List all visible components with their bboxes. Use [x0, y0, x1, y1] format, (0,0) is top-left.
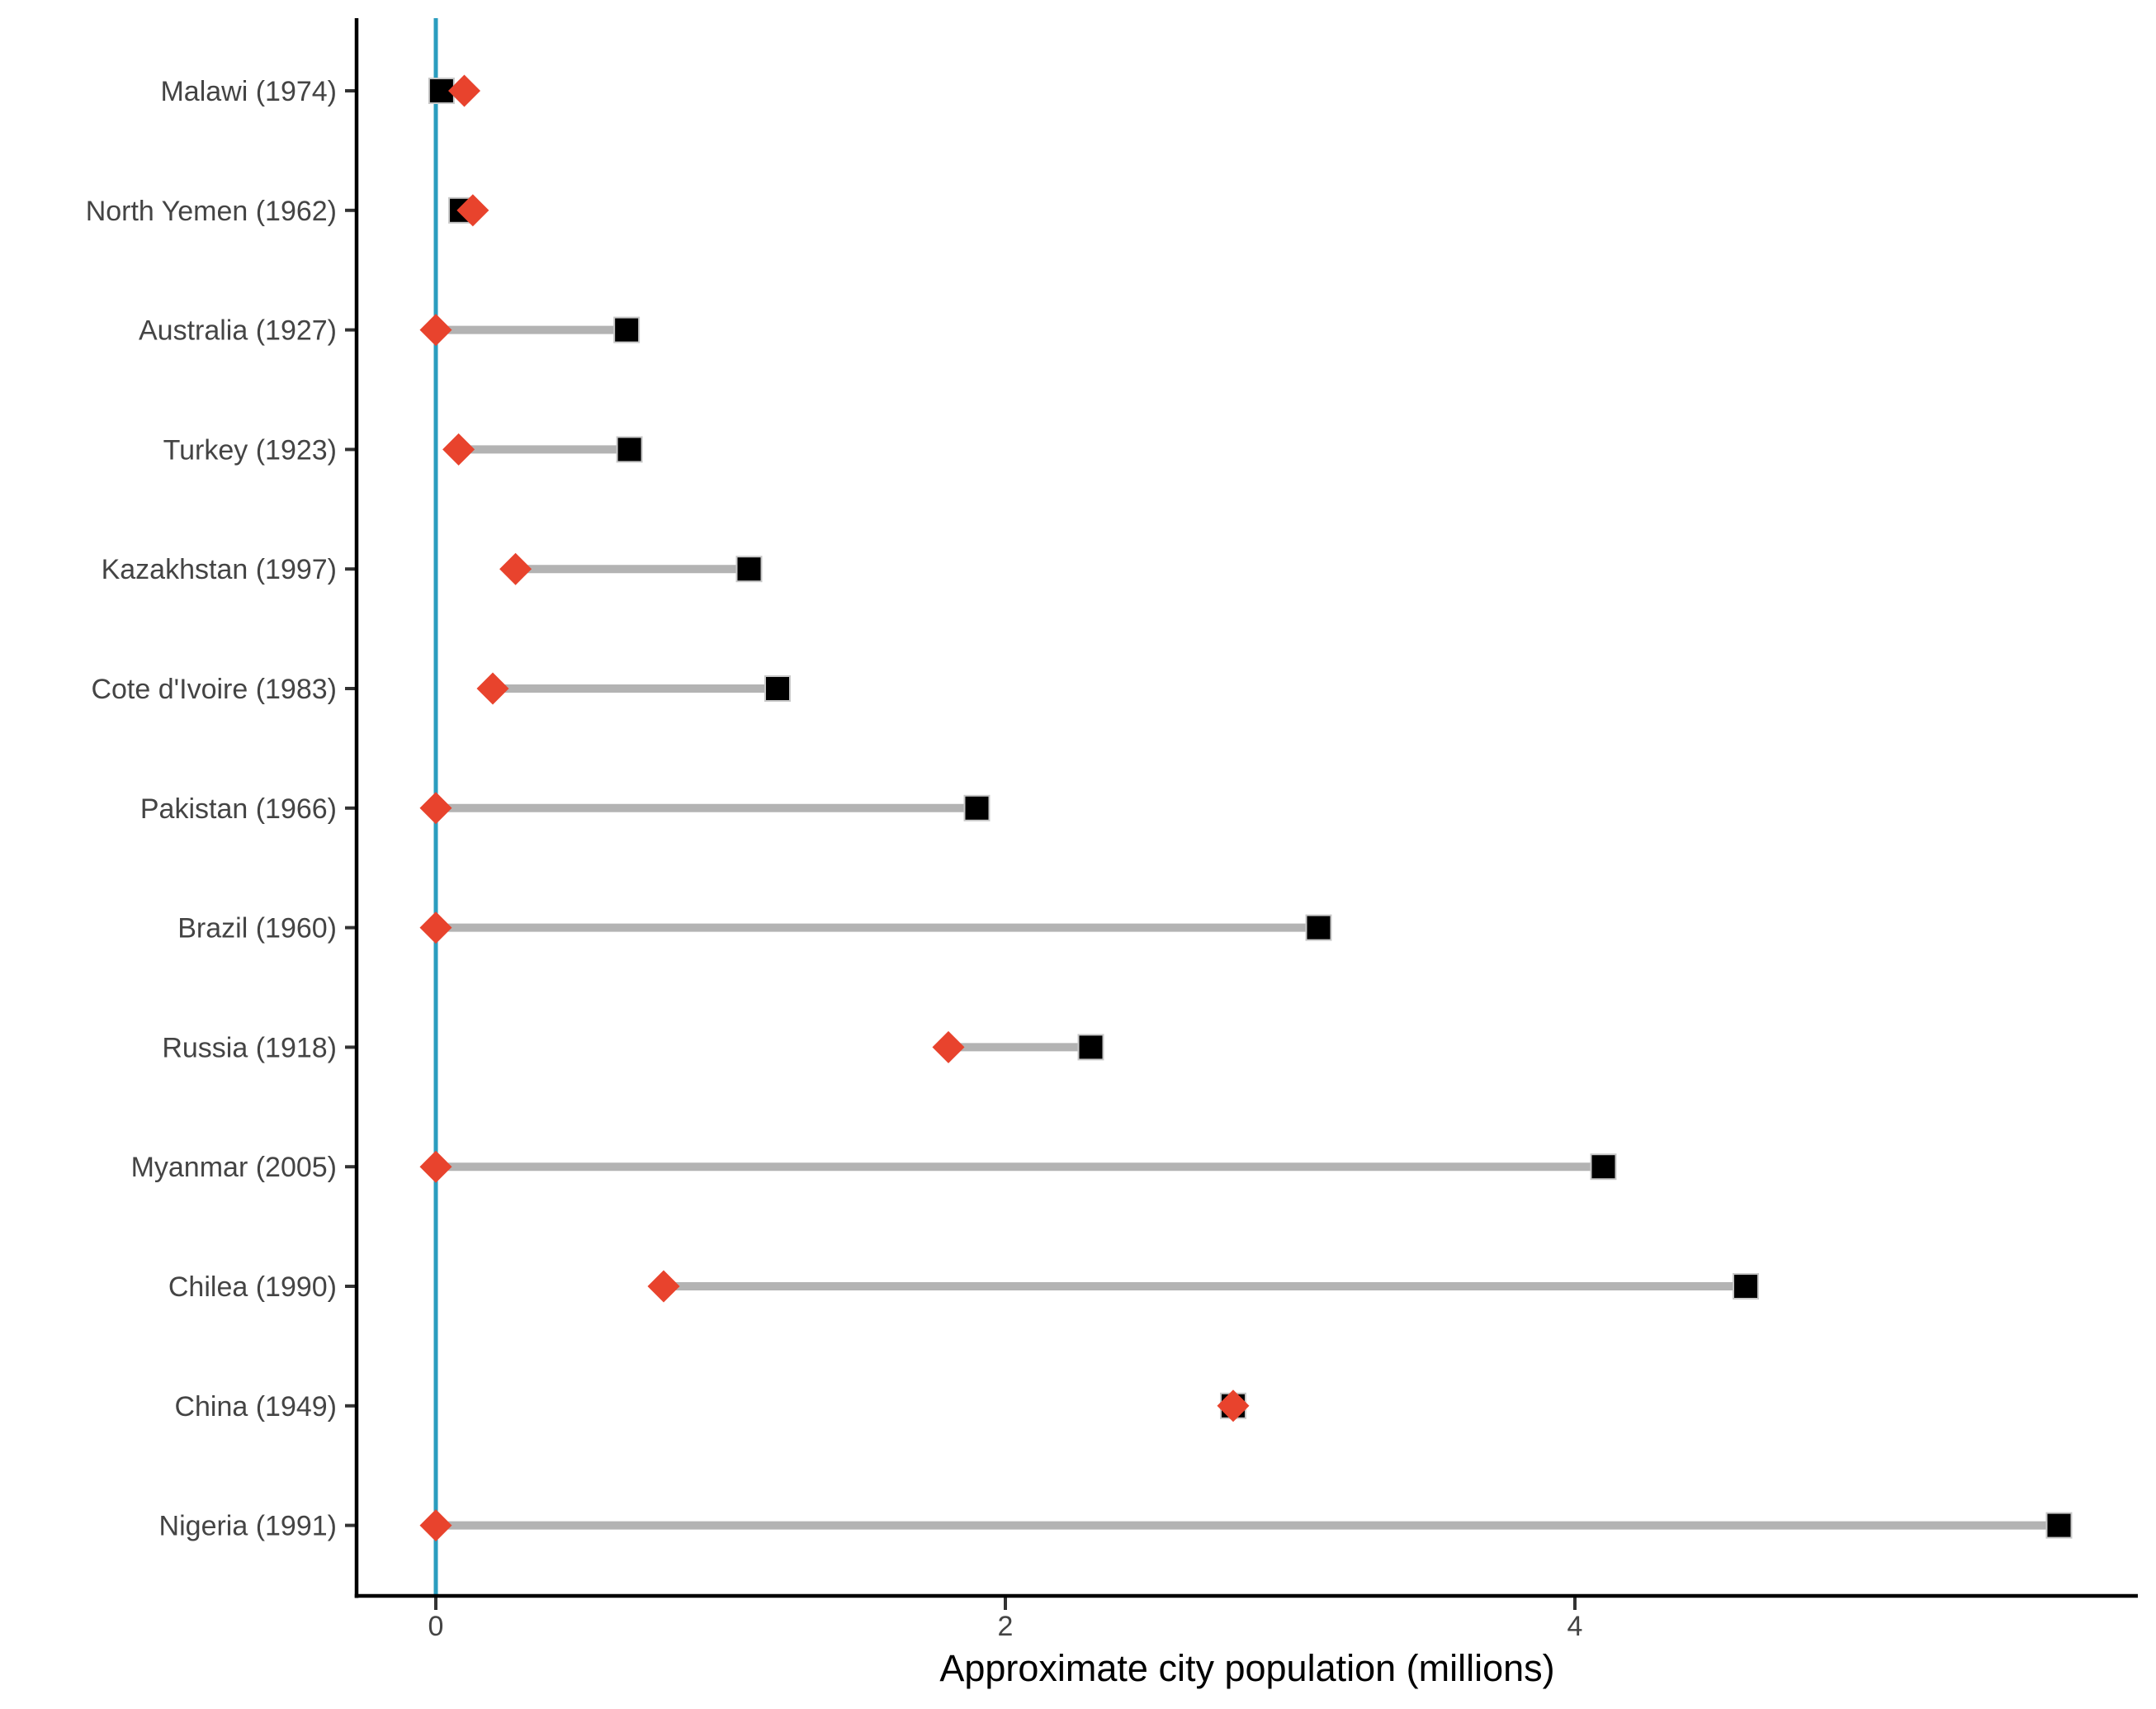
y-axis-label: Kazakhstan (1997)	[102, 554, 337, 585]
y-axis-labels-group: Malawi (1974) North Yemen (1962) Australia…	[86, 76, 337, 1542]
y-axis-label: Turkey (1923)	[163, 434, 337, 466]
y-axis-label: Cote d'Ivoire (1983)	[91, 674, 337, 705]
x-axis-title: Approximate city population (millions)	[939, 1647, 1554, 1689]
diamond-marker	[419, 1509, 452, 1542]
y-axis-label: Chilea (1990)	[168, 1271, 337, 1303]
y-axis-label: Malawi (1974)	[160, 76, 337, 107]
x-axis-tick-label: 4	[1567, 1611, 1583, 1642]
square-marker	[2045, 1512, 2073, 1539]
square-marker	[1733, 1273, 1759, 1300]
y-axis-label: Australia (1927)	[139, 315, 337, 347]
diamond-marker	[932, 1030, 965, 1063]
square-markers-group	[428, 78, 2073, 1539]
square-marker	[735, 556, 763, 583]
y-axis-label: China (1949)	[174, 1391, 337, 1423]
square-marker	[764, 675, 791, 702]
y-axis-label: Russia (1918)	[162, 1032, 337, 1063]
x-axis-ticks-group	[434, 1598, 1577, 1610]
y-axis-ticks-group	[345, 89, 357, 1527]
diamond-marker	[419, 792, 452, 825]
y-axis-label: Pakistan (1966)	[140, 793, 337, 825]
diamond-marker	[419, 911, 452, 944]
square-marker	[1077, 1034, 1104, 1061]
diamond-marker	[476, 672, 509, 705]
x-axis-tick-label: 2	[998, 1611, 1014, 1642]
diamond-marker	[419, 1150, 452, 1183]
y-axis-label: Myanmar (2005)	[131, 1152, 337, 1183]
y-axis-label: Nigeria (1991)	[159, 1511, 337, 1542]
square-marker	[616, 436, 643, 463]
y-axis-label: Brazil (1960)	[177, 913, 337, 944]
diamond-marker	[419, 314, 452, 347]
square-marker	[1590, 1153, 1617, 1181]
diamond-marker	[448, 74, 480, 107]
square-marker	[613, 316, 641, 343]
square-marker	[963, 794, 991, 821]
square-marker	[1305, 914, 1332, 941]
diamond-marker	[499, 552, 532, 585]
diamond-markers-group	[419, 74, 1250, 1542]
x-axis-tick-label: 0	[428, 1611, 444, 1642]
diamond-marker	[456, 194, 489, 227]
diamond-marker	[647, 1270, 680, 1303]
diamond-marker	[442, 433, 475, 466]
connector-segments-group	[436, 87, 2059, 1530]
x-axis-tick-labels-group: 0 2 4	[428, 1611, 1583, 1642]
diamond-marker	[1217, 1389, 1250, 1423]
y-axis-label: North Yemen (1962)	[86, 196, 337, 227]
